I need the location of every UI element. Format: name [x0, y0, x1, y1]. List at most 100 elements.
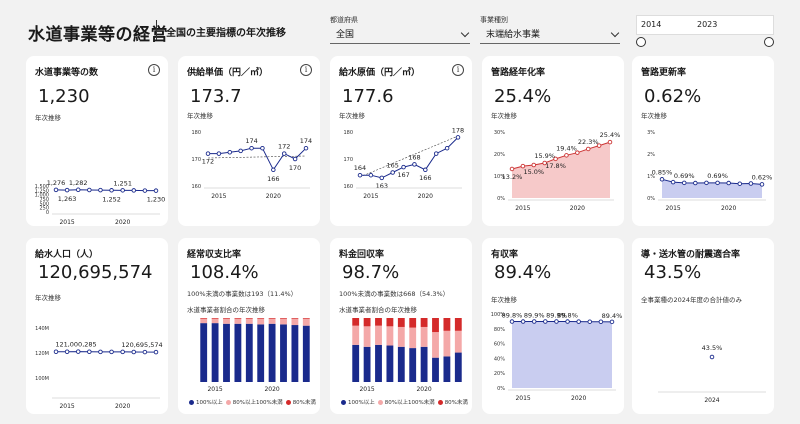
bar-segment — [397, 318, 405, 327]
trend-label: 年次推移 — [187, 112, 213, 120]
chevron-down-icon — [460, 28, 470, 38]
data-label: 15.9% — [534, 152, 555, 160]
bar-segment — [432, 332, 439, 358]
trend-label: 年次推移 — [641, 112, 667, 120]
y-tick-label: 180 — [191, 130, 201, 136]
data-point — [444, 145, 450, 151]
year-slider-start-handle[interactable] — [636, 37, 646, 47]
bar-segment — [200, 323, 208, 382]
x-tick-label: 2020 — [115, 403, 130, 410]
data-label: 163 — [376, 182, 388, 190]
prefecture-label: 都道府県 — [330, 16, 358, 24]
bar-segment — [454, 330, 462, 353]
bar-segment — [280, 324, 287, 382]
y-tick-label: 170 — [191, 157, 201, 163]
x-tick-label: 2024 — [704, 397, 719, 404]
data-point — [75, 349, 81, 354]
data-point — [553, 156, 558, 162]
data-point — [357, 172, 363, 178]
series-line — [55, 351, 157, 353]
legend-label: 80%未満 — [292, 400, 316, 406]
data-point — [271, 167, 276, 173]
data-label: 174 — [300, 137, 312, 145]
business-select[interactable]: 末端給水事業 — [480, 26, 620, 44]
kpi-value: 43.5% — [644, 262, 702, 283]
data-point — [543, 319, 548, 324]
legend-dot-pink — [225, 400, 231, 405]
year-range-box[interactable]: 2014 2023 — [636, 15, 774, 35]
year-slider-end-handle[interactable] — [764, 37, 774, 47]
x-tick-label: 2015 — [665, 205, 680, 212]
info-icon[interactable]: i — [452, 64, 464, 76]
info-icon[interactable]: i — [148, 64, 160, 76]
chart-seismic: 43.5% 2024 — [658, 344, 766, 404]
legend-dot-navy — [189, 400, 194, 405]
y-tick-label: 0 — [46, 210, 49, 216]
kpi-value: 177.6 — [342, 86, 394, 107]
bar-segment — [432, 357, 439, 382]
data-point — [531, 319, 537, 324]
card-title: 給水人口（人） — [35, 250, 99, 260]
bar-segment — [245, 323, 253, 382]
data-label: 22.3% — [578, 138, 599, 146]
series-line — [661, 178, 763, 185]
prefecture-select[interactable]: 全国 — [330, 26, 470, 44]
data-point — [131, 349, 137, 355]
data-point — [520, 319, 526, 324]
y-tick-label: 1,000 — [35, 193, 49, 199]
data-label: 121,000,285 — [55, 341, 96, 349]
data-point — [554, 319, 559, 324]
data-point — [564, 153, 569, 158]
data-point — [120, 349, 125, 355]
data-label: 13.2% — [502, 173, 523, 181]
info-icon[interactable]: i — [300, 64, 312, 76]
year-end[interactable]: 2023 — [697, 20, 718, 29]
bar-segment — [420, 346, 428, 382]
chart-subtitle: 水道事業者割合の年次推移 — [187, 306, 265, 314]
data-label: 1,252 — [102, 195, 121, 203]
bar-segment — [432, 318, 439, 333]
data-point — [260, 145, 265, 151]
y-tick-label: 1,250 — [35, 188, 49, 194]
data-point — [87, 187, 92, 193]
y-tick-label: 180 — [343, 130, 353, 136]
data-point — [98, 187, 103, 193]
y-tick-label: 170 — [343, 157, 353, 163]
data-point — [455, 135, 461, 140]
data-label: 89.4% — [602, 312, 623, 320]
x-tick-label: 2015 — [515, 395, 530, 402]
data-label: 120,695,574 — [121, 341, 162, 349]
bar-segment — [409, 348, 417, 382]
data-point — [205, 151, 211, 156]
bar-segment — [363, 318, 371, 327]
data-point — [368, 172, 374, 178]
data-point — [401, 164, 406, 170]
bar-segment — [443, 330, 451, 357]
y-tick-label: 60% — [494, 342, 505, 348]
data-point — [531, 162, 537, 168]
bar-segment — [280, 318, 287, 319]
y-tick-label: 1% — [647, 174, 655, 180]
chart-aging: 30% 20% 10% 0% 13.2%15.0% 15.9% 17.8% 19.4%22.3… — [494, 130, 620, 212]
year-start[interactable]: 2014 — [641, 20, 662, 29]
data-point — [87, 349, 92, 355]
legend-label: 80%未満 — [444, 400, 468, 406]
legend-dot-pink — [377, 400, 383, 405]
data-label: 164 — [354, 164, 366, 172]
bar-segment — [234, 318, 242, 319]
x-tick-label: 2020 — [721, 205, 736, 212]
data-point — [509, 166, 515, 172]
note: 100%未満の事業数は668（54.3%） — [339, 290, 450, 298]
data-point — [693, 180, 698, 186]
bar-segment — [302, 325, 310, 382]
bar-segment — [245, 318, 253, 324]
legend-dot-navy — [341, 400, 346, 405]
kpi-value: 108.4% — [190, 262, 259, 283]
data-point — [227, 150, 233, 155]
data-label: 43.5% — [702, 344, 723, 352]
bar-segment — [454, 318, 462, 331]
card-supply-price: 供給単価（円／㎥） i 173.7 年次推移 180 170 160 172 174 16… — [178, 56, 320, 226]
y-tick-label: 120M — [35, 351, 49, 357]
